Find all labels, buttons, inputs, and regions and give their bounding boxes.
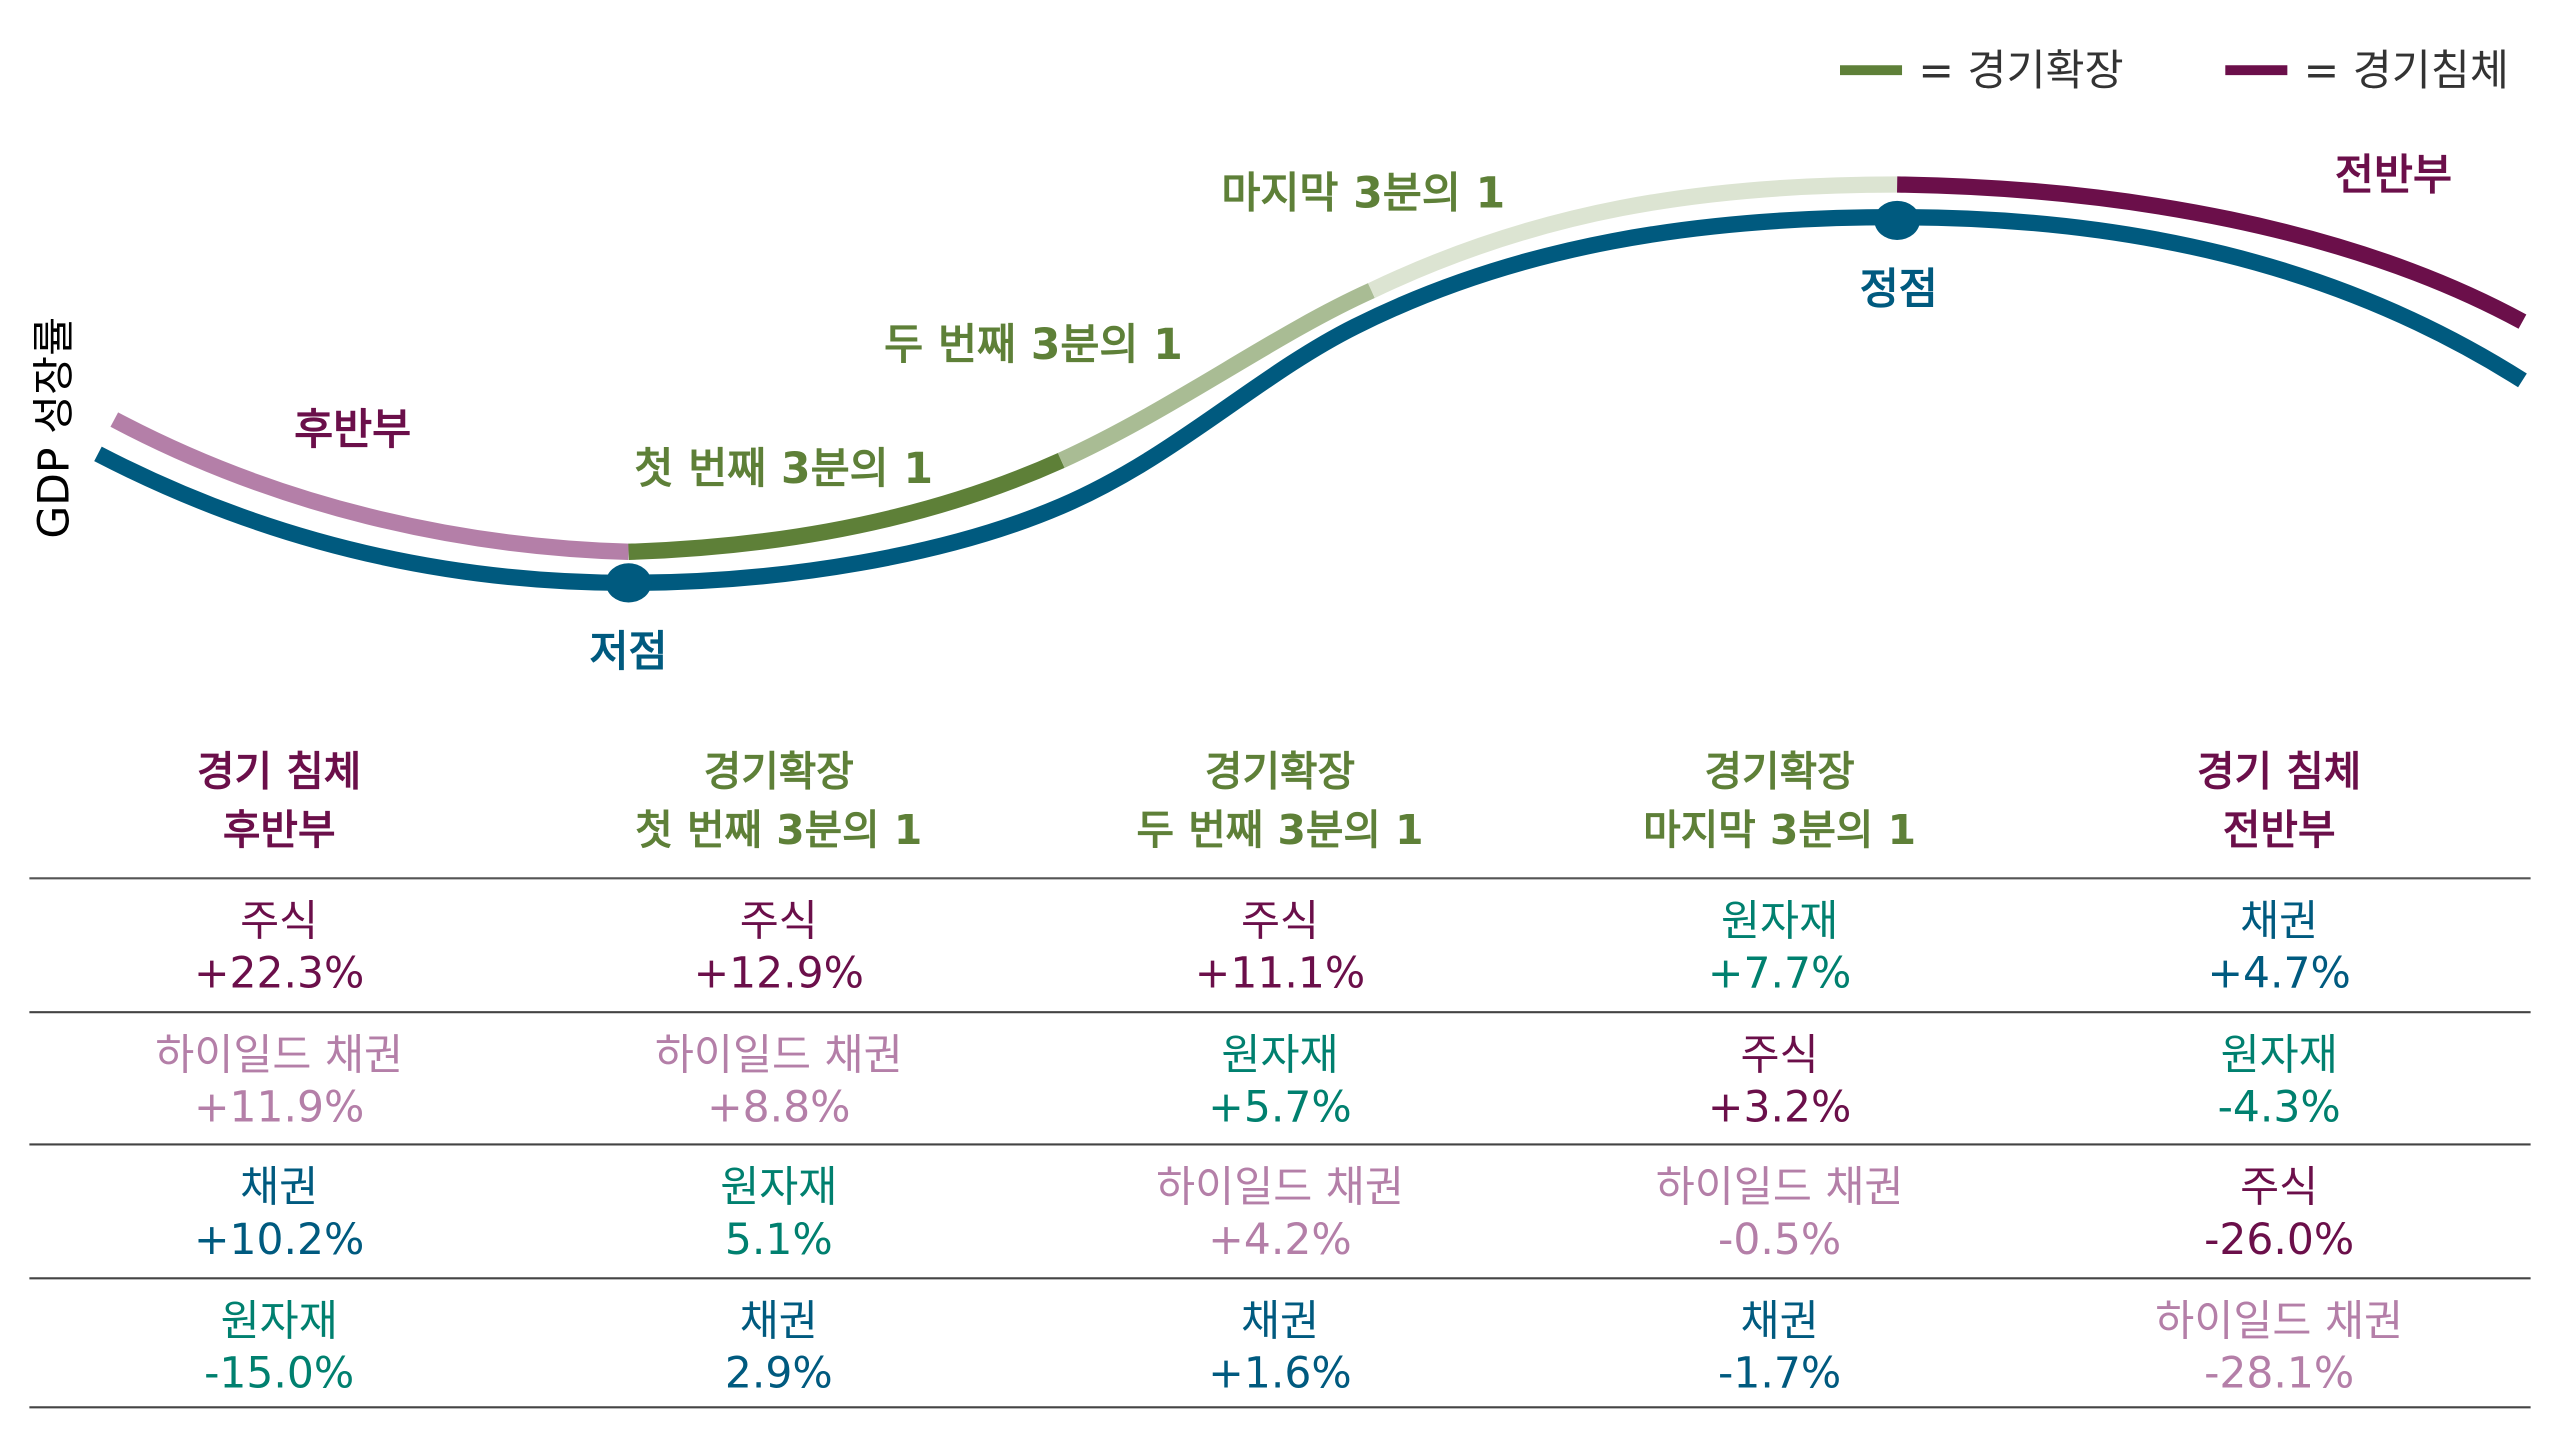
cell-asset: 하이일드 채권	[2155, 1298, 2403, 1347]
label-early-recession: 전반부	[2335, 151, 2452, 200]
cell-return: -26.0%	[2204, 1216, 2354, 1265]
cell-return: +11.1%	[1195, 950, 1365, 999]
cell-asset: 채권	[240, 1164, 318, 1213]
cell-asset: 원자재	[221, 1298, 338, 1347]
cell-asset: 채권	[1741, 1298, 1819, 1347]
cell-return: +3.2%	[1708, 1084, 1851, 1133]
label-peak: 정점	[1860, 266, 1938, 315]
cell-return: 5.1%	[725, 1216, 833, 1265]
cell-return: 2.9%	[725, 1350, 833, 1399]
cell-asset: 주식	[240, 898, 318, 947]
cell-asset: 원자재	[1721, 898, 1838, 947]
first-third-segment	[628, 452, 1065, 560]
legend-expansion-label: = 경기확장	[1918, 47, 2123, 96]
cell-return: +22.3%	[194, 950, 364, 999]
cell-return: +5.7%	[1208, 1084, 1351, 1133]
column-header-line2: 마지막 3분의 1	[1643, 806, 1916, 854]
column-header-line2: 후반부	[223, 806, 336, 854]
cell-return: -28.1%	[2204, 1350, 2354, 1399]
label-late-recession: 후반부	[294, 406, 411, 455]
cell-asset: 하이일드 채권	[155, 1031, 403, 1080]
column-header-line1: 경기 침체	[197, 747, 361, 795]
trough-marker	[605, 563, 652, 603]
cell-asset: 하이일드 채권	[655, 1031, 903, 1080]
cell-asset: 채권	[2240, 898, 2318, 947]
column-header-line2: 첫 번째 3분의 1	[635, 806, 922, 854]
cell-return: +12.9%	[694, 950, 864, 999]
column-header-line2: 두 번째 3분의 1	[1136, 806, 1423, 854]
y-axis-label: GDP 성장률	[31, 317, 80, 539]
cell-return: +4.2%	[1208, 1216, 1351, 1265]
last-third-segment	[1367, 176, 1898, 298]
cell-return: +11.9%	[194, 1084, 364, 1133]
label-trough: 저점	[590, 628, 668, 677]
label-second-third: 두 번째 3분의 1	[884, 321, 1183, 370]
cell-asset: 주식	[740, 898, 818, 947]
cell-return: -1.7%	[1718, 1350, 1841, 1399]
cell-asset: 원자재	[720, 1164, 837, 1213]
cell-asset: 채권	[1241, 1298, 1319, 1347]
cell-return: +1.6%	[1208, 1350, 1351, 1399]
legend: = 경기확장 = 경기침체	[1840, 47, 2509, 96]
second-third-segment	[1057, 283, 1375, 468]
cell-asset: 원자재	[2221, 1031, 2338, 1080]
column-header-line1: 경기 침체	[2197, 747, 2361, 795]
cell-return: -15.0%	[204, 1350, 354, 1399]
cell-return: -0.5%	[1718, 1216, 1841, 1265]
cell-return: +10.2%	[194, 1216, 364, 1265]
cell-return: -4.3%	[2218, 1084, 2341, 1133]
cell-asset: 원자재	[1221, 1031, 1338, 1080]
early-recession-segment	[1897, 176, 2527, 329]
column-header-line1: 경기확장	[1705, 747, 1855, 795]
cell-return: +4.7%	[2207, 950, 2350, 999]
cell-asset: 하이일드 채권	[1156, 1164, 1404, 1213]
label-first-third: 첫 번째 3분의 1	[634, 445, 933, 494]
cell-asset: 주식	[1741, 1031, 1819, 1080]
gdp-curve	[94, 208, 2527, 592]
cell-asset: 주식	[1241, 898, 1319, 947]
cell-asset: 채권	[740, 1298, 818, 1347]
legend-recession-label: = 경기침체	[2304, 47, 2509, 96]
label-last-third: 마지막 3분의 1	[1221, 169, 1505, 218]
column-header-line2: 전반부	[2223, 806, 2336, 854]
cell-return: +7.7%	[1708, 950, 1851, 999]
column-header-line1: 경기확장	[1205, 747, 1355, 795]
column-header-line1: 경기확장	[704, 747, 854, 795]
cell-asset: 주식	[2240, 1164, 2318, 1213]
cell-return: +8.8%	[707, 1084, 850, 1133]
late-recession-segment	[110, 412, 629, 560]
cell-asset: 하이일드 채권	[1656, 1164, 1904, 1213]
peak-marker	[1874, 200, 1920, 240]
